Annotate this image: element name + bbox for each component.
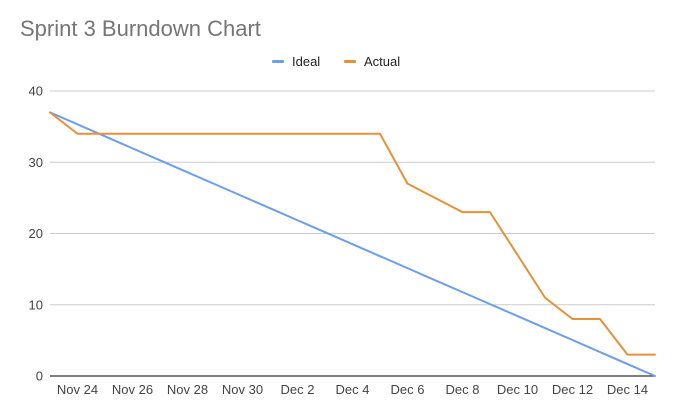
x-tick-label-nov-26: Nov 26 [112, 382, 153, 397]
x-tick-label-dec-8: Dec 8 [446, 382, 480, 397]
y-axis-tick-labels: 0 10 20 30 40 [29, 84, 43, 384]
legend-label-ideal: Ideal [292, 54, 321, 69]
x-tick-label-dec-4: Dec 4 [336, 382, 370, 397]
legend-swatch-actual [344, 60, 356, 63]
y-tick-label-30: 30 [29, 155, 43, 170]
x-tick-label-dec-2: Dec 2 [281, 382, 315, 397]
series-line-ideal [49, 111, 656, 377]
chart-title: Sprint 3 Burndown Chart [20, 16, 261, 41]
x-tick-label-dec-6: Dec 6 [391, 382, 425, 397]
series-lines [49, 111, 656, 377]
y-tick-label-20: 20 [29, 226, 43, 241]
legend-item-ideal: Ideal [272, 54, 320, 69]
legend-swatch-ideal [272, 60, 284, 63]
y-tick-label-0: 0 [36, 369, 43, 384]
legend-label-actual: Actual [364, 54, 401, 69]
x-tick-label-nov-30: Nov 30 [222, 382, 263, 397]
x-tick-label-nov-28: Nov 28 [167, 382, 208, 397]
x-axis-tick-labels: Nov 24 Nov 26 Nov 28 Nov 30 Dec 2 Dec 4 Dec 6 D… [57, 382, 648, 397]
x-tick-label-dec-12: Dec 12 [552, 382, 593, 397]
legend-item-actual: Actual [344, 54, 400, 69]
y-tick-label-10: 10 [29, 297, 43, 312]
x-tick-label-nov-24: Nov 24 [57, 382, 98, 397]
y-tick-label-40: 40 [29, 84, 43, 99]
chart-legend: Ideal Actual [0, 54, 676, 72]
x-tick-label-dec-10: Dec 10 [497, 382, 538, 397]
x-tick-label-dec-14: Dec 14 [607, 382, 648, 397]
series-line-actual [49, 111, 656, 356]
